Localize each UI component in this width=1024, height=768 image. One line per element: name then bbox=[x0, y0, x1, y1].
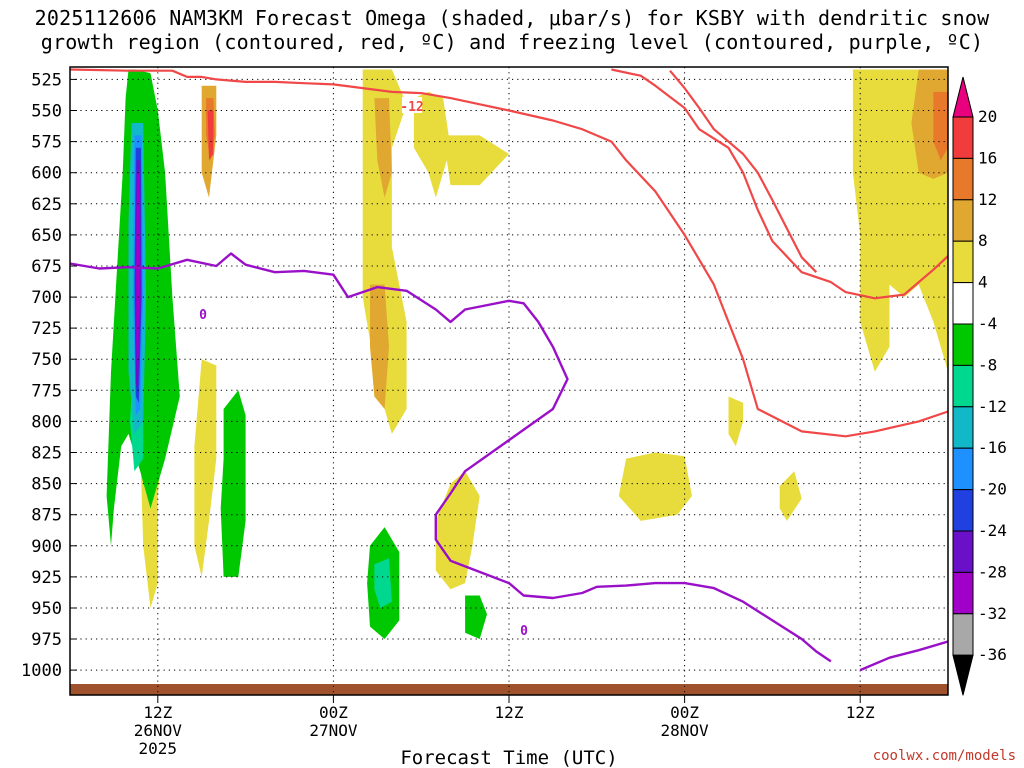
y-tick-label-750: 750 bbox=[31, 350, 62, 370]
y-tick-label-625: 625 bbox=[31, 195, 62, 215]
colorbar-label-12: -32 bbox=[978, 604, 1007, 623]
x-tick-label-2-1: 12Z bbox=[495, 703, 524, 722]
freezing-contour-label-2-bg bbox=[514, 621, 534, 637]
x-tick-label-3-1: 00Z bbox=[670, 703, 699, 722]
omega-region-27 bbox=[136, 172, 140, 372]
colorbar-label-6: -8 bbox=[978, 355, 997, 374]
chart-title-line1: 2025112606 NAM3KM Forecast Omega (shaded… bbox=[34, 6, 990, 30]
colorbar-box-8 bbox=[952, 447, 974, 491]
freezing-contour-label-1-bg bbox=[193, 305, 213, 321]
x-tick-label-1-2: 27NOV bbox=[309, 721, 358, 740]
y-tick-label-875: 875 bbox=[31, 506, 62, 526]
omega-region-2 bbox=[443, 135, 509, 186]
y-tick-label-975: 975 bbox=[31, 630, 62, 650]
x-tick-label-4-1: 12Z bbox=[846, 703, 875, 722]
y-tick-label-700: 700 bbox=[31, 288, 62, 308]
freezing-contour-label-1: 0 bbox=[199, 308, 207, 323]
x-tick-label-3-2: 28NOV bbox=[661, 721, 710, 740]
colorbar-label-8: -16 bbox=[978, 438, 1007, 457]
contour-labels: -12 0 0 bbox=[193, 97, 534, 639]
colorbar-label-7: -12 bbox=[978, 397, 1007, 416]
colorbar-box-11 bbox=[952, 571, 974, 615]
omega-region-8 bbox=[779, 471, 802, 521]
colorbar-label-2: 12 bbox=[978, 190, 997, 209]
x-tick-label-0-2: 26NOV bbox=[134, 721, 183, 740]
y-tick-label-950: 950 bbox=[31, 599, 62, 619]
colorbar-top-triangle bbox=[952, 76, 974, 118]
omega-region-20 bbox=[207, 110, 214, 161]
omega-region-19 bbox=[933, 91, 948, 161]
x-tick-label-0-3: 2025 bbox=[139, 739, 178, 758]
colorbar-box-12 bbox=[952, 613, 974, 656]
credit-text: coolwx.com/models bbox=[872, 748, 1016, 764]
colorbar-box-9 bbox=[952, 489, 974, 532]
colorbar-label-1: 16 bbox=[978, 148, 997, 167]
omega-region-6 bbox=[194, 359, 217, 577]
colorbar-label-9: -20 bbox=[978, 480, 1007, 499]
x-tick-label-0-1: 12Z bbox=[143, 703, 172, 722]
colorbar-label-5: -4 bbox=[978, 314, 997, 333]
dgz-contours bbox=[70, 68, 948, 438]
dgz-contour-1 bbox=[611, 68, 948, 300]
colorbar-bottom-triangle bbox=[952, 654, 974, 696]
chart-title-line2: growth region (contoured, red, ºC) and f… bbox=[40, 30, 984, 54]
freezing-contour-label-2: 0 bbox=[520, 624, 528, 639]
colorbar-box-2 bbox=[952, 199, 974, 242]
colorbar-box-0 bbox=[952, 116, 974, 159]
dgz-contour-0 bbox=[70, 68, 948, 438]
omega-region-11 bbox=[220, 390, 246, 577]
colorbar-label-11: -28 bbox=[978, 562, 1007, 581]
omega-region-13 bbox=[465, 595, 487, 639]
y-tick-label-525: 525 bbox=[31, 70, 62, 90]
y-tick-label-725: 725 bbox=[31, 319, 62, 339]
freezing-contour-0 bbox=[70, 252, 832, 663]
omega-region-21 bbox=[374, 558, 392, 608]
colorbar-label-10: -24 bbox=[978, 521, 1007, 540]
y-tick-label-575: 575 bbox=[31, 133, 62, 153]
freezing-contour-1 bbox=[859, 640, 948, 672]
y-tick-label-900: 900 bbox=[31, 537, 62, 557]
y-tick-label-800: 800 bbox=[31, 412, 62, 432]
terrain-band bbox=[70, 684, 948, 695]
y-axis: 525 550 575 600 625 650 675 700 725 750 775 800 825 8… bbox=[21, 70, 77, 681]
dgz-contour-2 bbox=[669, 69, 818, 273]
dgz-contour-label-bg bbox=[402, 97, 422, 113]
y-tick-label-1000: 1000 bbox=[21, 661, 62, 681]
y-tick-label-825: 825 bbox=[31, 444, 62, 464]
dgz-contour-label: -12 bbox=[400, 100, 423, 115]
y-tick-label-675: 675 bbox=[31, 257, 62, 277]
y-tick-label-600: 600 bbox=[31, 164, 62, 184]
omega-region-4 bbox=[618, 452, 692, 521]
freezing-contours bbox=[70, 252, 948, 672]
colorbar: 20 16 12 8 4 -4 -8 -12 -16 -20 -24 -28 -32 -36 bbox=[952, 76, 1007, 696]
colorbar-box-3 bbox=[952, 240, 974, 284]
chart-title: 2025112606 NAM3KM Forecast Omega (shaded… bbox=[0, 6, 1024, 54]
colorbar-box-7 bbox=[952, 406, 974, 449]
colorbar-box-6 bbox=[952, 364, 974, 408]
x-axis-label: Forecast Time (UTC) bbox=[400, 747, 617, 768]
x-tick-label-1-1: 00Z bbox=[319, 703, 348, 722]
omega-region-1 bbox=[413, 91, 451, 198]
colorbar-label-13: -36 bbox=[978, 645, 1007, 664]
colorbar-box-4 bbox=[952, 282, 974, 325]
y-tick-label-650: 650 bbox=[31, 226, 62, 246]
y-tick-label-775: 775 bbox=[31, 381, 62, 401]
omega-region-16 bbox=[370, 284, 389, 409]
colorbar-box-5 bbox=[952, 323, 974, 366]
y-tick-label-550: 550 bbox=[31, 102, 62, 122]
colorbar-box-10 bbox=[952, 530, 974, 573]
y-tick-label-925: 925 bbox=[31, 568, 62, 588]
colorbar-label-4: 4 bbox=[978, 273, 988, 292]
colorbar-label-3: 8 bbox=[978, 231, 988, 250]
colorbar-label-0: 20 bbox=[978, 107, 997, 126]
colorbar-box-1 bbox=[952, 157, 974, 201]
y-tick-label-850: 850 bbox=[31, 475, 62, 495]
